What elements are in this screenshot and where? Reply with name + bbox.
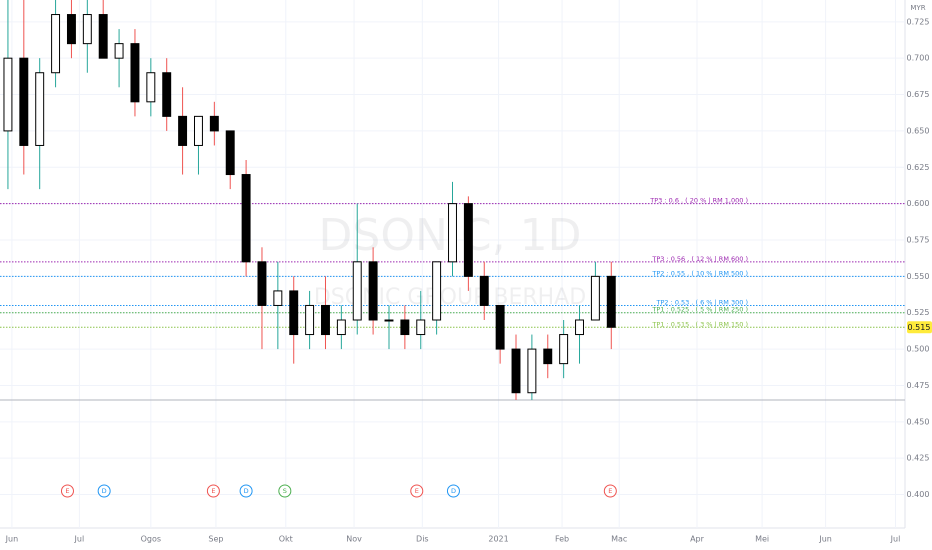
event-label: D (451, 487, 456, 495)
candle-body (559, 334, 569, 365)
candle-body (178, 115, 188, 146)
y-tick-label: 0.475 (907, 381, 930, 390)
target-label: TP2 : 0.53 . ( 6 % | RM 300 ) (655, 298, 748, 306)
event-marker[interactable] (278, 484, 292, 498)
candle-body (114, 43, 124, 59)
event-marker[interactable] (206, 484, 220, 498)
x-tick-label: 2021 (488, 535, 508, 544)
y-tick-label: 0.525 (907, 308, 930, 317)
candle-body (130, 43, 140, 103)
candle-body (66, 14, 76, 45)
y-tick-label: 0.625 (907, 163, 930, 172)
event-label: S (283, 487, 287, 495)
candle-body (241, 174, 251, 263)
y-tick-label: 0.400 (907, 490, 930, 499)
last-price-label: 0.515 (908, 323, 931, 332)
event-label: E (65, 487, 69, 495)
candle-body (289, 290, 299, 336)
x-tick-label: Jun (5, 535, 19, 544)
candle-body (479, 275, 489, 306)
candle-body (527, 348, 537, 394)
event-marker[interactable] (239, 484, 253, 498)
candle-body (352, 261, 362, 321)
y-tick-label: 0.725 (907, 17, 930, 26)
target-label: TP1 : 0.515 . ( 3 % | RM 150 ) (651, 320, 748, 328)
target-label: TP2 : 0.55 . ( 10 % | RM 500 ) (651, 269, 748, 277)
candle-body (416, 319, 426, 336)
event-label: E (608, 487, 612, 495)
candle-body (225, 130, 235, 176)
y-tick-label: 0.675 (907, 90, 930, 99)
candle-body (336, 319, 346, 336)
price-axis-bg (905, 0, 932, 550)
candle-body (543, 348, 553, 365)
candle-body (193, 115, 203, 146)
x-tick-label: Mac (611, 535, 627, 544)
candle-body (511, 348, 521, 394)
candle-body (400, 319, 410, 336)
candle-body (19, 57, 29, 146)
y-tick-label: 0.500 (907, 345, 930, 354)
event-label: E (415, 487, 419, 495)
event-label: E (211, 487, 215, 495)
candle-body (82, 14, 92, 45)
x-tick-label: Sep (208, 535, 223, 544)
y-tick-label: 0.700 (907, 54, 930, 63)
candle-body (51, 14, 61, 74)
y-tick-label: 0.425 (907, 454, 930, 463)
candle-body (590, 275, 600, 321)
candle-body (384, 319, 394, 322)
candle-body (98, 14, 108, 59)
x-tick-label: Dis (416, 535, 429, 544)
y-tick-label: 0.550 (907, 272, 930, 281)
event-marker[interactable] (603, 484, 617, 498)
x-tick-label: Jul (74, 535, 85, 544)
y-tick-label: 0.575 (907, 236, 930, 245)
x-tick-label: Nov (346, 535, 362, 544)
candle-body (448, 203, 457, 263)
event-label: D (244, 487, 249, 495)
target-label: TP3 : 0.6 . ( 20 % | RM 1,000 ) (649, 197, 748, 205)
candle-body (463, 203, 473, 277)
y-tick-label: 0.450 (907, 417, 930, 426)
event-marker[interactable] (97, 484, 111, 498)
candle-body (495, 304, 505, 350)
event-marker[interactable] (410, 484, 424, 498)
candle-body (606, 275, 616, 328)
candle-body (162, 72, 172, 117)
target-label: TP1 : 0.525 . ( 5 % | RM 250 ) (651, 306, 748, 314)
currency: MYR (910, 4, 925, 12)
event-marker[interactable] (60, 484, 74, 498)
candle-body (146, 72, 156, 103)
x-tick-label: Jun (818, 535, 832, 544)
last-price-box (907, 321, 932, 334)
x-tick-label: Apr (690, 535, 705, 544)
x-tick-label: Mei (755, 535, 769, 544)
candle-body (432, 261, 442, 321)
event-label: D (102, 487, 107, 495)
candle-body (368, 261, 378, 321)
x-tick-label: Jul (890, 535, 901, 544)
y-tick-label: 0.650 (907, 126, 930, 135)
candle-body (575, 319, 584, 336)
event-marker[interactable] (446, 484, 460, 498)
target-label: TP3 : 0.56 . ( 12 % | RM 600 ) (651, 255, 748, 263)
candle-body (3, 57, 13, 132)
candle-body (35, 72, 45, 146)
y-tick-label: 0.600 (907, 199, 930, 208)
candle-body (305, 304, 315, 336)
candle-body (321, 304, 330, 336)
candle-body (273, 290, 283, 306)
candle-body (257, 261, 267, 306)
x-tick-label: Okt (279, 535, 293, 544)
x-tick-label: Ogos (141, 535, 161, 544)
candle-body (209, 115, 219, 132)
x-tick-label: Feb (555, 535, 569, 544)
